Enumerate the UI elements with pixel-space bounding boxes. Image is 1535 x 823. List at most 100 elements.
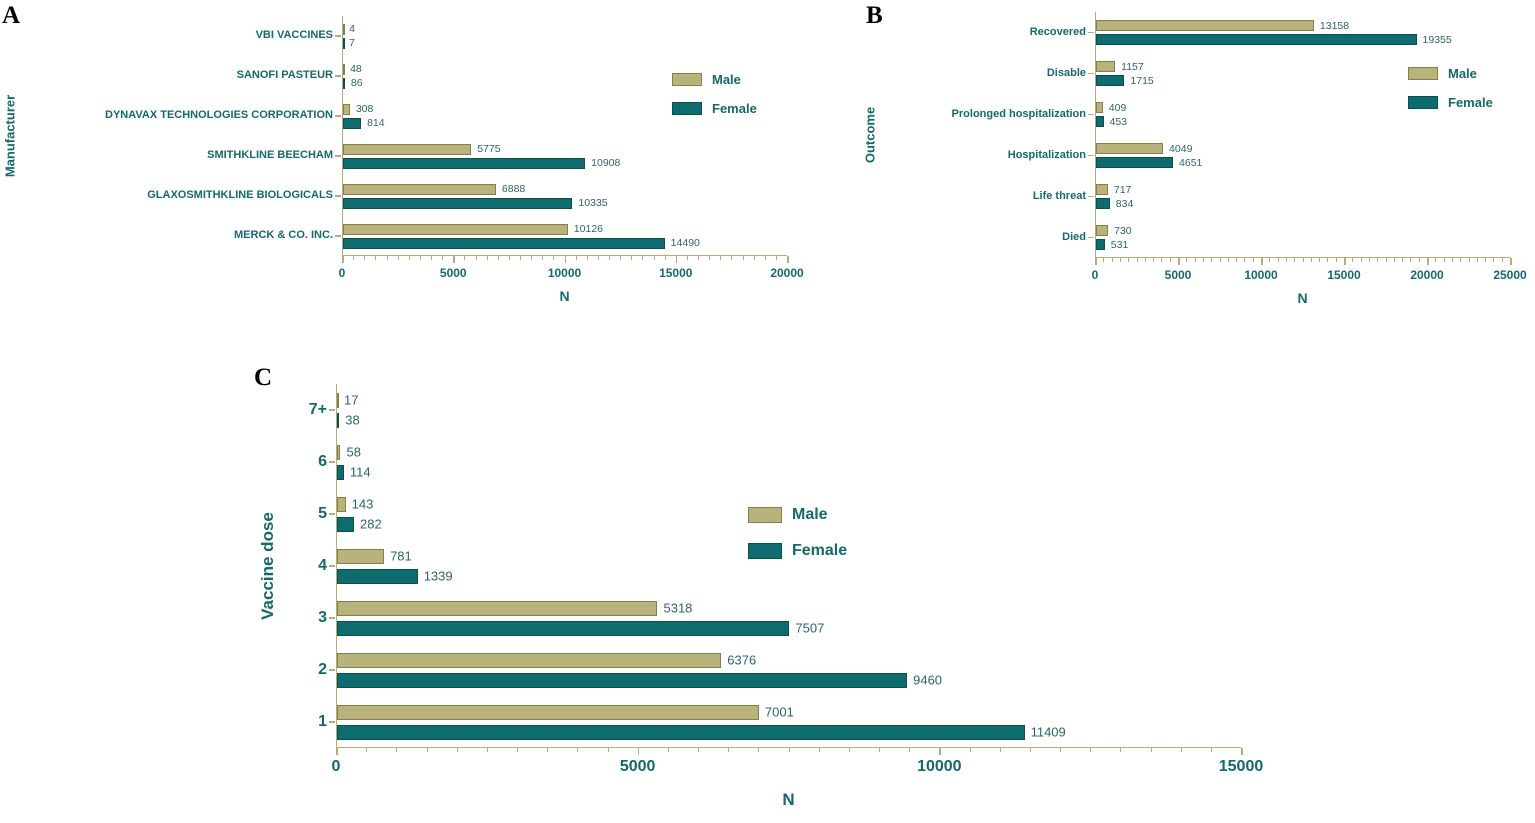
x-axis-minor-tick [1485, 258, 1487, 262]
x-axis-minor-tick [1460, 258, 1462, 262]
x-axis-minor-tick [486, 256, 488, 260]
x-tick-label: 20000 [1410, 268, 1444, 282]
category-label: Prolonged hospitalization [951, 107, 1086, 120]
x-axis-minor-tick [547, 748, 549, 752]
x-axis-major-tick [336, 748, 338, 755]
x-axis-minor-tick [1252, 258, 1254, 262]
x-axis-minor-tick [586, 256, 588, 260]
value-label: 17 [344, 392, 359, 408]
x-axis-minor-tick [1393, 258, 1395, 262]
value-label: 48 [350, 63, 362, 75]
category-label: DYNAVAX TECHNOLOGIES CORPORATION [105, 109, 333, 122]
value-label: 6376 [727, 652, 757, 668]
bar-female [343, 37, 345, 49]
x-axis-major-tick [1510, 258, 1512, 265]
x-axis-minor-tick [442, 256, 444, 260]
x-axis-minor-tick [419, 256, 421, 260]
bar-female [343, 77, 345, 89]
x-axis-minor-tick [720, 256, 722, 260]
x-axis-minor-tick [1180, 748, 1182, 752]
x-axis-minor-tick [818, 748, 820, 752]
category-row: 4 781 1339 [318, 540, 1241, 592]
plot-area: Recovered 13158 19355 Disable 1157 1715 Prolon… [952, 12, 1510, 258]
x-tick-label: 25000 [1493, 268, 1527, 282]
chart-panel-c: C Vaccine dose 7+ 17 38 6 58 114 5 143 282 4 781 1339… [250, 356, 1310, 823]
x-axis-major-tick [1241, 748, 1243, 755]
bar-female [337, 464, 344, 480]
legend-label: Female [712, 101, 757, 116]
bar-female [337, 724, 1025, 740]
category-label: Died [1062, 230, 1086, 243]
x-axis-minor-tick [1090, 748, 1092, 752]
x-tick-label: 0 [331, 758, 341, 775]
bar-female [1096, 239, 1105, 250]
y-axis-tick [335, 75, 341, 77]
x-axis-minor-tick [1161, 258, 1163, 262]
x-axis-minor-tick [575, 256, 577, 260]
value-label: 7001 [764, 704, 794, 720]
x-axis-minor-tick [753, 256, 755, 260]
x-axis-minor-tick [396, 748, 398, 752]
x-axis-minor-tick [1294, 258, 1296, 262]
x-axis-minor-tick [1202, 258, 1204, 262]
legend-swatch-male [672, 73, 702, 86]
bar-female [1096, 116, 1104, 127]
bar-male [1096, 225, 1109, 236]
panel-letter: C [254, 364, 273, 391]
x-axis-minor-tick [728, 748, 730, 752]
x-axis-minor-tick [909, 748, 911, 752]
value-label: 730 [1114, 224, 1132, 237]
value-label: 814 [367, 117, 385, 129]
x-tick-label: 15000 [1218, 758, 1264, 775]
x-axis-minor-tick [456, 748, 458, 752]
x-axis-minor-tick [1153, 258, 1155, 262]
category-label: SANOFI PASTEUR [236, 69, 333, 82]
legend: Male Female [672, 72, 757, 130]
x-axis-minor-tick [408, 256, 410, 260]
value-label: 4049 [1169, 142, 1193, 155]
x-tick-label: 0 [338, 266, 346, 280]
x-axis-minor-tick [531, 256, 533, 260]
value-label: 10908 [591, 157, 621, 169]
y-axis-tick [329, 409, 335, 411]
bar-female [343, 157, 586, 169]
bar-female [337, 620, 790, 636]
bar-male [343, 23, 345, 35]
x-axis-minor-tick [1227, 258, 1229, 262]
bar-male [343, 103, 350, 115]
x-axis-minor-tick [520, 256, 521, 260]
category-label: VBI VACCINES [255, 29, 333, 42]
category-label: 4 [318, 556, 327, 574]
x-tick-label: 15000 [1327, 268, 1361, 282]
value-label: 409 [1108, 101, 1127, 114]
value-label: 453 [1109, 115, 1128, 128]
category-row: GLAXOSMITHKLINE BIOLOGICALS 6888 10335 [147, 176, 787, 216]
y-axis-tick [335, 155, 341, 157]
x-axis-minor-tick [1103, 258, 1105, 262]
x-axis-minor-tick [848, 748, 850, 752]
category-label: 7+ [308, 400, 327, 418]
x-axis-minor-tick [475, 256, 477, 260]
category-row: VBI VACCINES 4 7 [256, 16, 787, 56]
bar-female [343, 197, 573, 209]
category-row: Disable 1157 1715 [1047, 53, 1510, 94]
category-label: 1 [318, 712, 327, 730]
x-axis-minor-tick [1210, 748, 1212, 752]
category-row: 1 7001 11409 [318, 696, 1241, 748]
x-axis-major-tick [939, 748, 941, 755]
x-axis-minor-tick [508, 256, 510, 260]
x-axis-minor-tick [1468, 258, 1470, 262]
x-tick-label: 10000 [1244, 268, 1278, 282]
value-label: 11409 [1030, 724, 1066, 740]
x-axis-minor-tick [731, 256, 733, 260]
bar-female [337, 568, 418, 584]
value-label: 717 [1113, 183, 1132, 196]
x-axis-minor-tick [1493, 258, 1495, 262]
x-axis-major-tick [1095, 258, 1097, 265]
category-label: Hospitalization [1007, 148, 1086, 161]
x-axis-minor-tick [542, 256, 544, 260]
y-axis-tick [329, 669, 335, 671]
value-label: 1339 [423, 568, 453, 584]
bar-male [1096, 61, 1116, 72]
value-label: 4651 [1179, 156, 1203, 169]
